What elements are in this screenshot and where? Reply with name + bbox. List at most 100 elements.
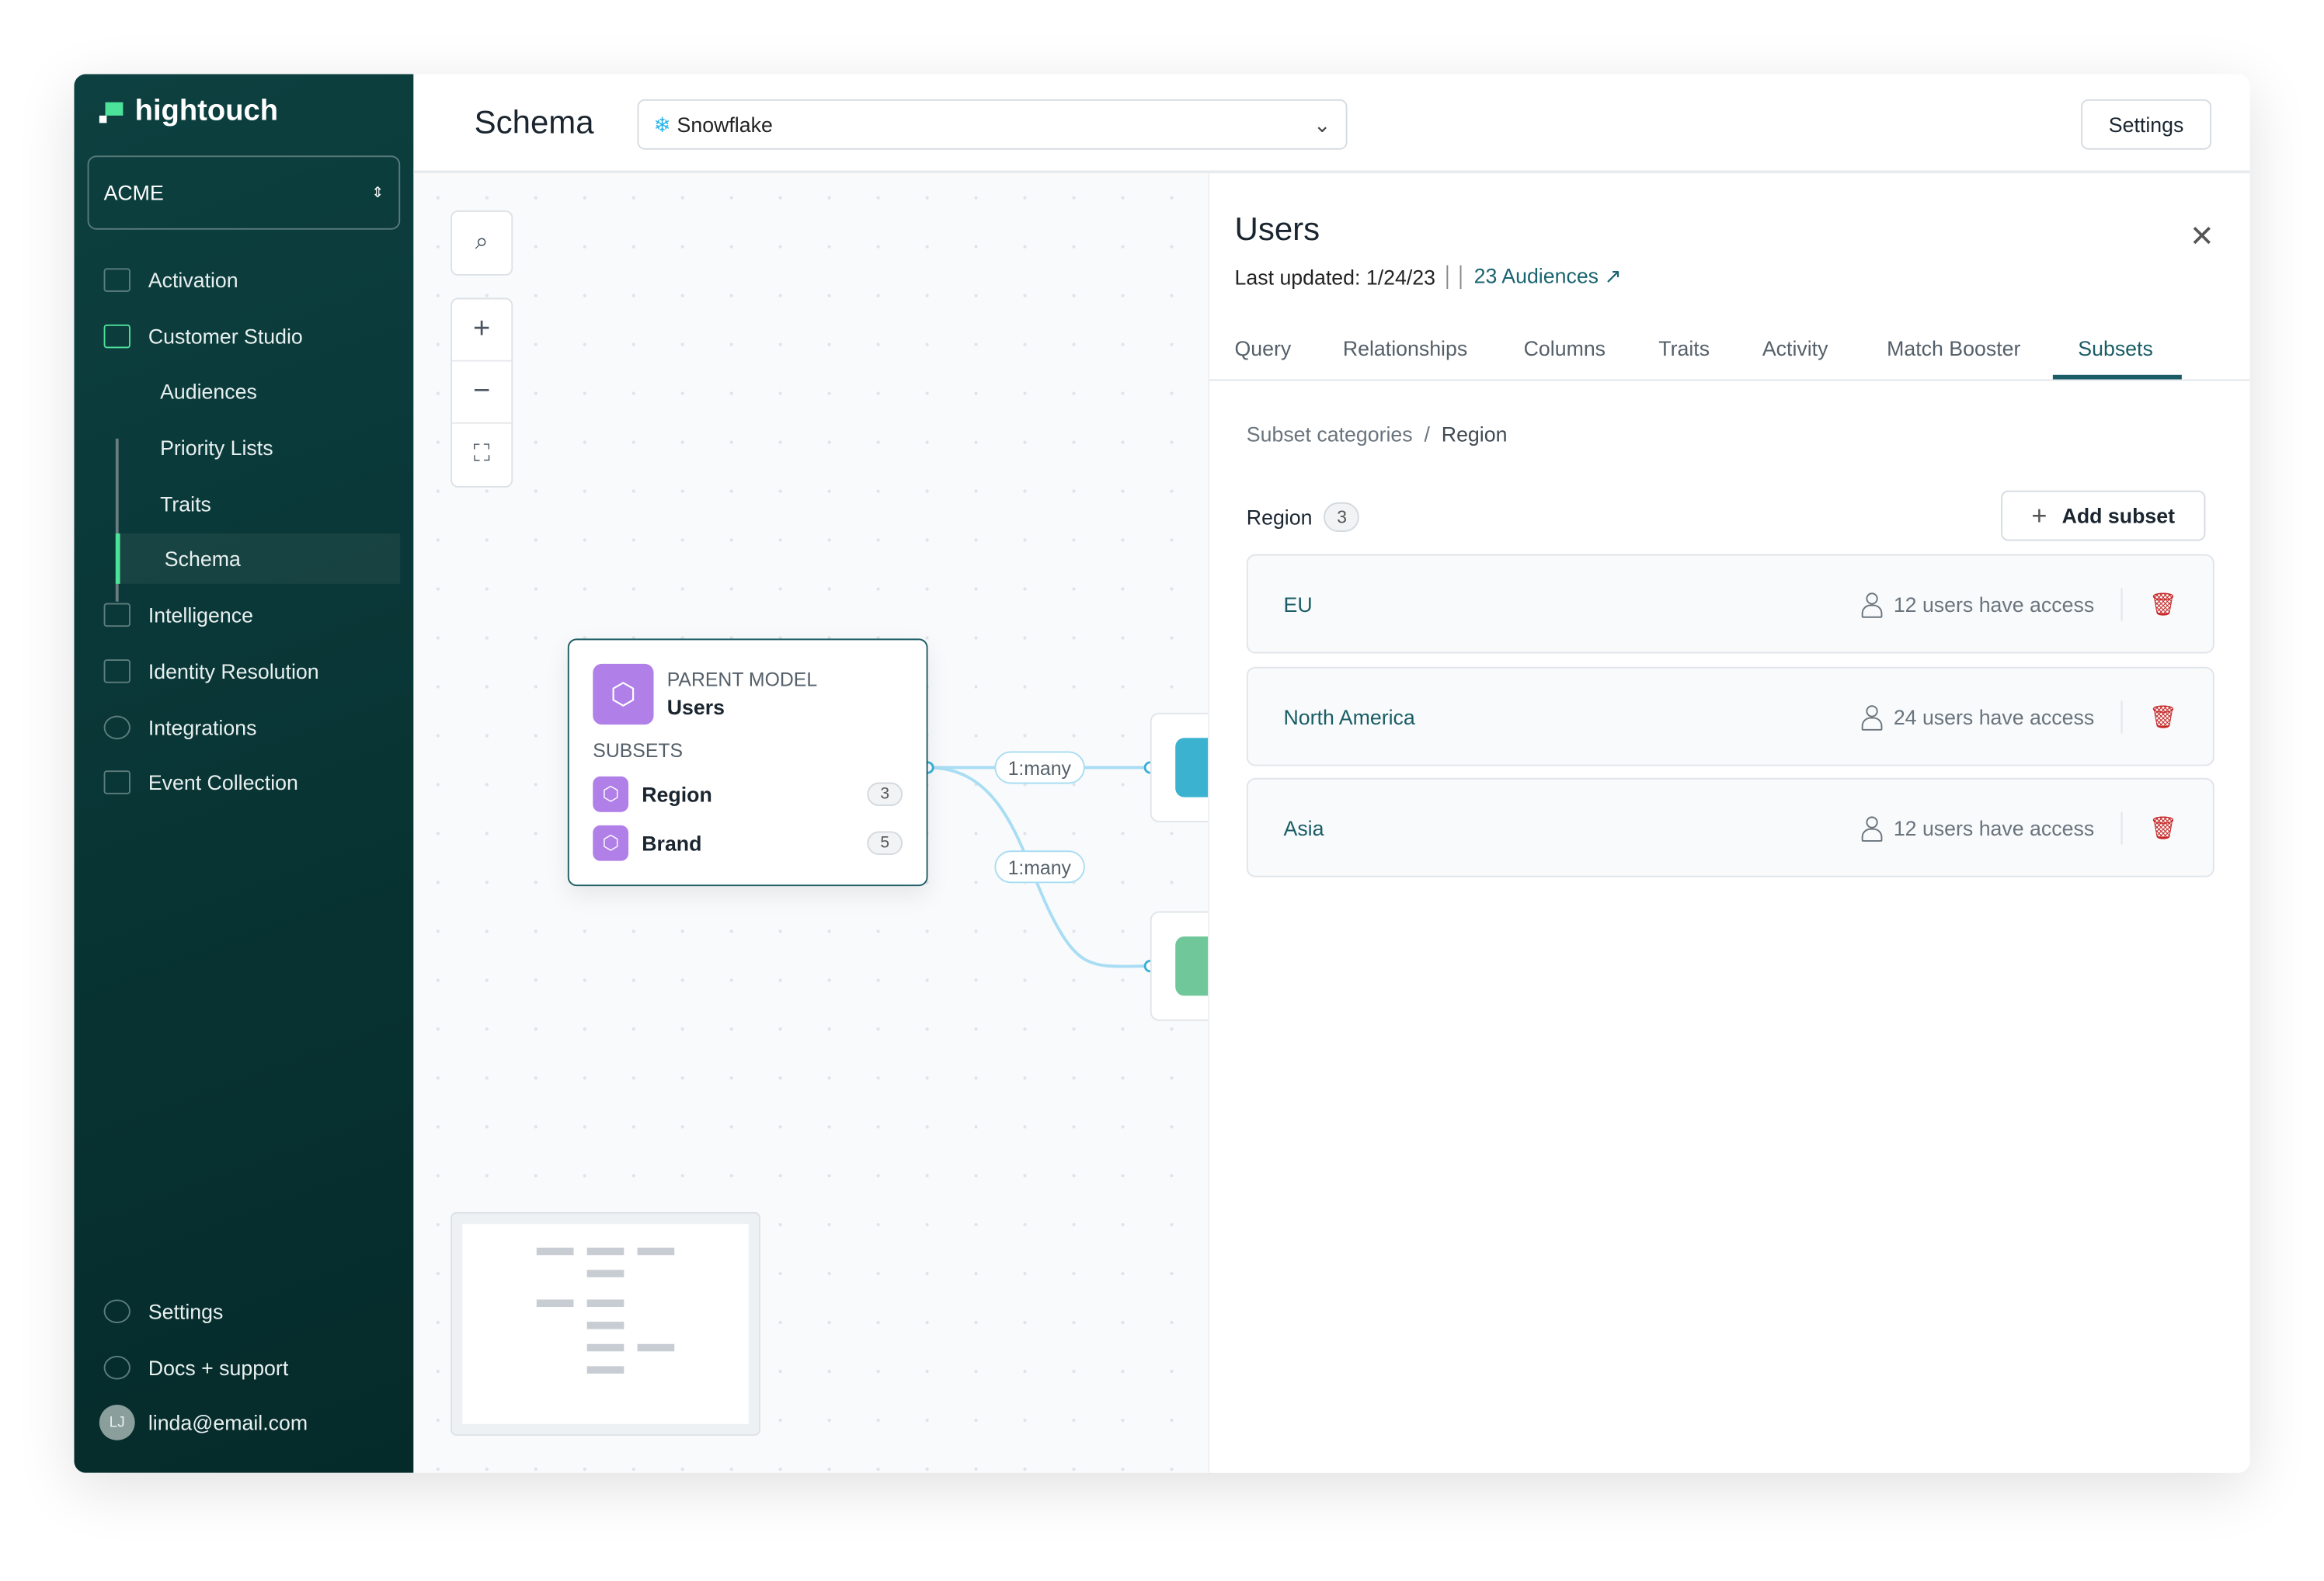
subset-name[interactable]: Asia (1283, 815, 1324, 839)
tab-subsets[interactable]: Subsets (2078, 336, 2153, 360)
gear-icon (103, 1299, 130, 1324)
tab-match-booster[interactable]: Match Booster (1887, 336, 2021, 360)
user-email: linda@email.com (148, 1410, 308, 1435)
label: Identity Resolution (148, 659, 319, 683)
category-name: Region (1246, 505, 1313, 530)
subset-name: Region (642, 782, 712, 807)
zoom-in-button[interactable]: + (452, 299, 512, 362)
relation-label[interactable]: 1:many (994, 751, 1085, 784)
snowflake-icon: ❄ (653, 112, 671, 136)
label: Customer Studio (148, 324, 303, 349)
node-type: PARENT MODEL (666, 668, 818, 691)
sidebar-item-event-collection[interactable]: Event Collection (74, 757, 413, 808)
tab-relationships[interactable]: Relationships (1342, 336, 1468, 360)
external-link-icon: ↗ (1604, 263, 1622, 288)
user-icon (1860, 705, 1882, 731)
sidebar-item-audiences[interactable]: Audiences (74, 366, 413, 416)
sidebar-item-schema[interactable]: Schema (115, 533, 401, 584)
access-count: 24 users have access (1893, 704, 2095, 728)
sidebar-item-priority-lists[interactable]: Priority Lists (74, 422, 413, 473)
label: Intelligence (148, 603, 253, 627)
integrations-icon (103, 715, 130, 740)
label: Event Collection (148, 770, 298, 794)
zoom-out-button[interactable]: − (452, 362, 512, 424)
event-collection-icon (103, 770, 130, 794)
source-name: Snowflake (677, 113, 773, 137)
relation-label[interactable]: 1:many (994, 850, 1085, 884)
tab-traits[interactable]: Traits (1658, 336, 1710, 360)
sidebar-settings[interactable]: Settings (74, 1286, 413, 1336)
label: Activation (148, 268, 238, 292)
workspace-selector[interactable]: ACME ⇕ (87, 155, 401, 230)
tab-activity[interactable]: Activity (1762, 336, 1828, 360)
subset-row[interactable]: Asia 12 users have access 🗑 (1246, 777, 2214, 877)
workspace-name: ACME (103, 180, 164, 205)
label: Priority Lists (160, 436, 273, 460)
updown-chevron-icon: ⇕ (371, 184, 384, 201)
label: Traits (160, 492, 211, 516)
access-count: 12 users have access (1893, 592, 2095, 616)
search-icon: ⌕ (475, 229, 489, 255)
fit-view-button[interactable]: ⛶ (473, 441, 490, 467)
subset-row[interactable]: EU 12 users have access 🗑 (1246, 554, 2214, 654)
label: Audiences (160, 379, 257, 404)
logo[interactable]: hightouch (99, 95, 278, 129)
page-title: Schema (474, 103, 594, 141)
trash-icon[interactable]: 🗑 (2148, 815, 2178, 841)
settings-button[interactable]: Settings (2081, 99, 2212, 150)
breadcrumb-root[interactable]: Subset categories (1246, 422, 1413, 447)
sidebar-item-activation[interactable]: Activation (74, 255, 413, 305)
hightouch-logo-icon (99, 101, 124, 123)
user-menu[interactable]: LJ linda@email.com (74, 1397, 413, 1447)
identity-icon (103, 659, 130, 683)
label: Integrations (148, 715, 257, 740)
parent-model-node[interactable]: ⬡ PARENT MODEL Users SUBSETS ⬡ Region 3 ⬡ Br… (567, 638, 928, 887)
sidebar-item-integrations[interactable]: Integrations (74, 702, 413, 752)
lifebuoy-icon (103, 1356, 130, 1380)
source-dropdown[interactable]: ❄ Snowflake ⌄ (637, 99, 1348, 150)
tab-query[interactable]: Query (1234, 336, 1292, 360)
subnav-line (115, 438, 119, 602)
sidebar-docs[interactable]: Docs + support (74, 1343, 413, 1393)
subset-count: 3 (867, 782, 903, 807)
add-subset-button[interactable]: + Add subset (2001, 490, 2206, 541)
label: Docs + support (148, 1356, 289, 1380)
label: Settings (148, 1299, 224, 1324)
tab-columns[interactable]: Columns (1523, 336, 1606, 360)
last-updated: Last updated: 1/24/23 (1234, 264, 1436, 289)
avatar: LJ (99, 1404, 135, 1440)
activation-icon (103, 268, 130, 292)
sidebar: hightouch ACME ⇕ Activation Customer Stud… (74, 74, 414, 1473)
subset-name[interactable]: North America (1283, 704, 1415, 728)
subsets-heading: SUBSETS (593, 739, 684, 762)
plus-icon: + (2031, 500, 2047, 530)
app-window: hightouch ACME ⇕ Activation Customer Stud… (74, 74, 2250, 1473)
subset-row[interactable]: North America 24 users have access 🗑 (1246, 666, 2214, 766)
cube-icon: ⬡ (593, 825, 629, 861)
audiences-link[interactable]: 23 Audiences ↗ (1473, 263, 1622, 288)
node-name: Users (666, 694, 725, 719)
minimap[interactable] (451, 1211, 760, 1437)
schema-canvas[interactable]: ⌕ + − ⛶ 1:many 1:many ⬡ PARENT MODEL Users … (413, 173, 1240, 1473)
subset-name[interactable]: EU (1283, 592, 1313, 616)
panel-tabs: Query Relationships Columns Traits Activ… (1209, 321, 2250, 381)
close-icon[interactable]: ✕ (2189, 221, 2214, 254)
subset-item[interactable]: ⬡ Region 3 (593, 776, 903, 812)
sidebar-item-identity-resolution[interactable]: Identity Resolution (74, 646, 413, 697)
sidebar-item-intelligence[interactable]: Intelligence (74, 589, 413, 640)
sidebar-item-customer-studio[interactable]: Customer Studio (74, 311, 413, 362)
cube-icon: ⬡ (593, 663, 654, 725)
search-button[interactable]: ⌕ (451, 210, 513, 276)
label: Schema (164, 547, 241, 571)
subset-item[interactable]: ⬡ Brand 5 (593, 825, 903, 861)
trash-icon[interactable]: 🗑 (2148, 704, 2178, 730)
brand-name: hightouch (134, 95, 279, 128)
breadcrumb-current: Region (1441, 422, 1508, 447)
trash-icon[interactable]: 🗑 (2148, 592, 2178, 617)
top-bar: Schema ❄ Snowflake ⌄ Settings (413, 74, 2250, 174)
sidebar-item-traits[interactable]: Traits (74, 478, 413, 529)
intelligence-icon (103, 603, 130, 627)
breadcrumb: Subset categories / Region (1246, 422, 1508, 447)
model-details-panel: Users ✕ Last updated: 1/24/23 23 Audience… (1208, 173, 2250, 1473)
category-count: 3 (1324, 502, 1360, 533)
